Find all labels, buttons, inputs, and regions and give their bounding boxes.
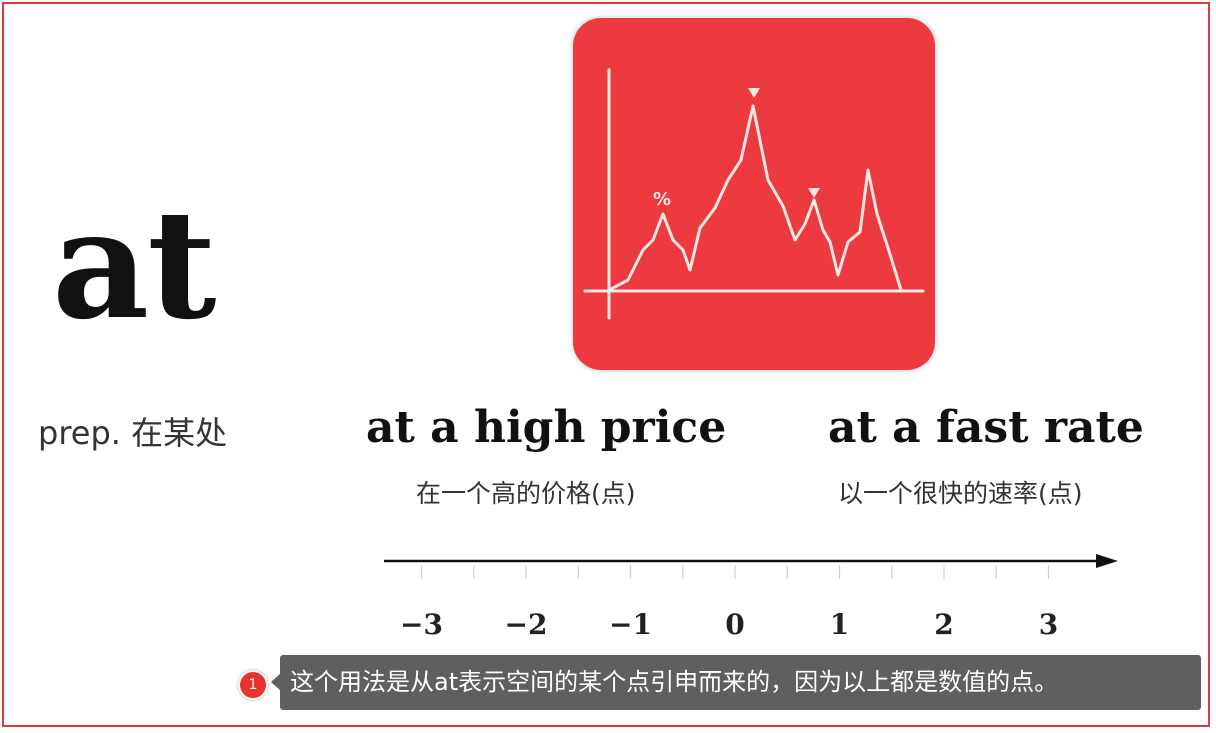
chart-line bbox=[607, 104, 903, 292]
note-number-badge: 1 bbox=[238, 670, 268, 700]
note-pointer bbox=[271, 673, 281, 691]
number-line-label: 0 bbox=[725, 608, 744, 641]
number-line-label: 1 bbox=[830, 608, 849, 641]
number-line-label: −3 bbox=[400, 608, 443, 641]
peak-marker-icon bbox=[808, 188, 820, 198]
example-phrase-2: at a fast rate bbox=[828, 402, 1144, 453]
example-translation-1: 在一个高的价格(点) bbox=[416, 479, 636, 508]
example-phrase-1: at a high price bbox=[366, 402, 727, 453]
number-line-label: −1 bbox=[609, 608, 652, 641]
note-tooltip: 这个用法是从at表示空间的某个点引申而来的，因为以上都是数值的点。 bbox=[280, 655, 1201, 710]
part-of-speech: prep. 在某处 bbox=[38, 414, 228, 452]
percent-label: % bbox=[653, 189, 671, 210]
price-line-chart-icon: % bbox=[583, 68, 925, 320]
price-chart-illustration: % bbox=[573, 18, 935, 370]
number-line-label: 2 bbox=[934, 608, 953, 641]
number-line-label: 3 bbox=[1039, 608, 1058, 641]
example-translation-2: 以一个很快的速率(点) bbox=[838, 479, 1083, 508]
number-line-label: −2 bbox=[505, 608, 548, 641]
headword: at bbox=[52, 177, 216, 353]
arrow-right-icon bbox=[1096, 554, 1118, 568]
peak-marker-icon bbox=[748, 88, 760, 98]
